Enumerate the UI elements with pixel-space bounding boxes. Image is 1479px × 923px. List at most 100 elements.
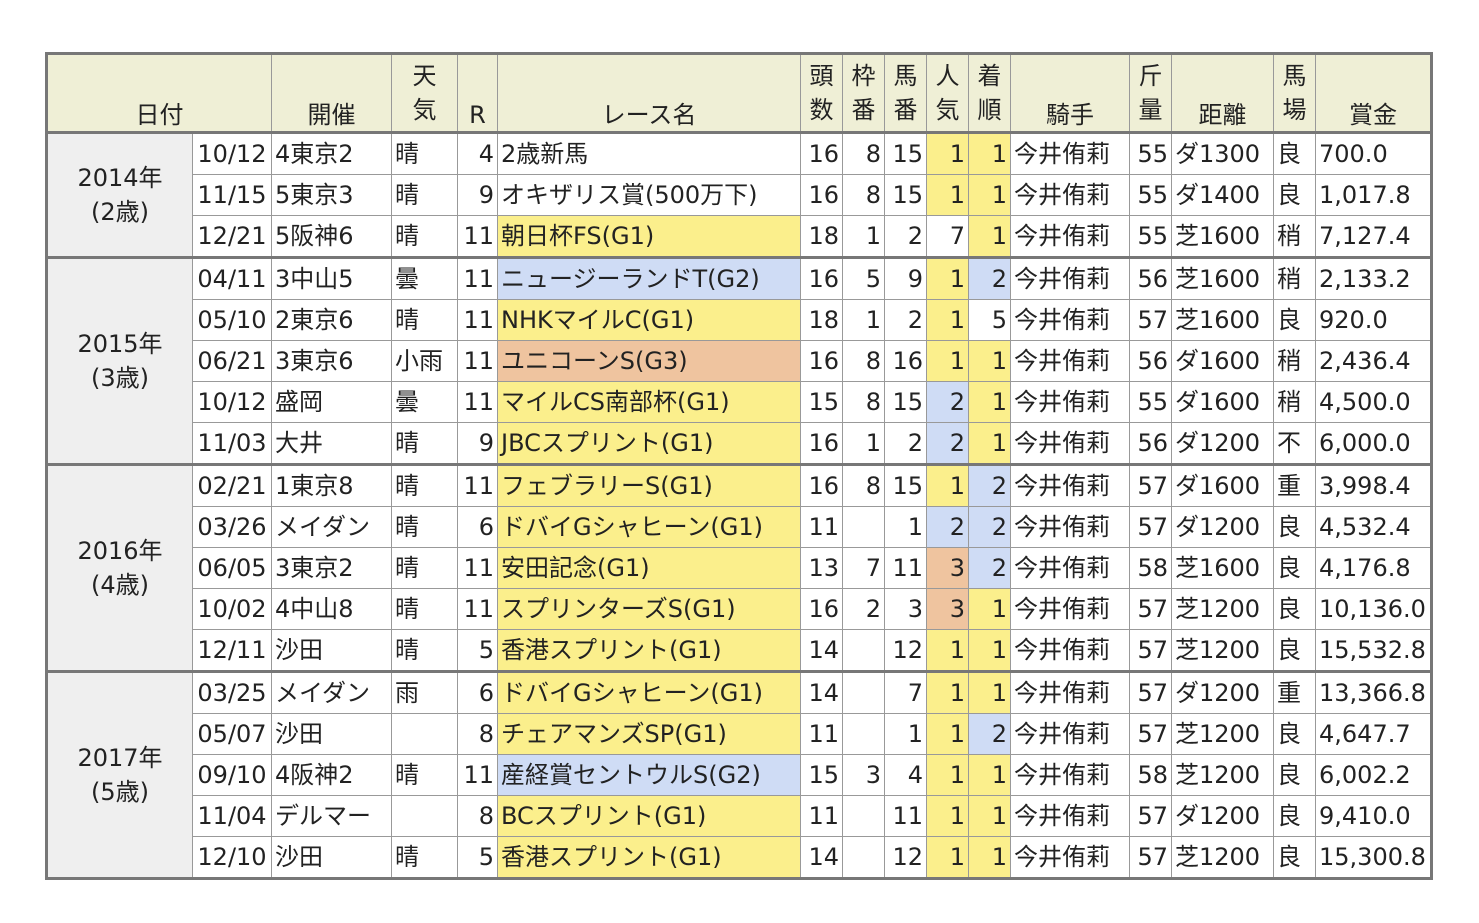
header-weight-label: 斤量	[1138, 62, 1163, 124]
race-row[interactable]: 12/11 沙田晴 5 香港スプリント(G1) 14 12 1 1 今井侑莉 57 芝1200 良 15…	[47, 629, 1432, 672]
prize-money: 3,998.4	[1315, 463, 1432, 507]
jockey-name: 今井侑莉	[1010, 547, 1130, 589]
popularity: 1	[926, 795, 969, 837]
header-weight[interactable]: 斤量	[1129, 53, 1172, 134]
popularity: 1	[926, 299, 969, 341]
finish-position: 2	[968, 506, 1011, 548]
field-size: 13	[800, 547, 843, 589]
race-venue: メイダン	[271, 506, 392, 548]
horse-number: 15	[884, 463, 927, 507]
popularity: 1	[926, 629, 969, 672]
field-size: 16	[800, 422, 843, 465]
prize-money: 15,300.8	[1315, 836, 1432, 879]
popularity: 1	[926, 340, 969, 382]
header-track[interactable]: 馬場	[1273, 53, 1316, 134]
carried-weight: 58	[1129, 754, 1172, 796]
popularity: 1	[926, 754, 969, 796]
carried-weight: 57	[1129, 463, 1172, 507]
race-row[interactable]: 2017年 (5歳) 03/25 メイダン雨 6 ドバイGシャヒーン(G1) 14 7 1 1 今井…	[46, 670, 1432, 879]
distance: 芝1200	[1171, 754, 1274, 796]
race-row[interactable]: 06/05 3東京2 晴 11 安田記念(G1) 13 7 11 3 2 今井侑莉 58 芝1600 良 4…	[47, 547, 1432, 589]
year-cell: 2014年 (2歳)	[46, 132, 193, 258]
race-row[interactable]: 05/10 2東京6 晴 11 NHKマイルC(G1) 18 1 2 1 5 今井侑莉 57 芝1600…	[47, 299, 1432, 341]
year-cell: 2016年 (4歳)	[46, 463, 193, 672]
race-date: 02/21	[192, 463, 272, 507]
header-weather-label: 天気	[412, 62, 437, 124]
jockey-name: 今井侑莉	[1010, 174, 1130, 216]
race-weather: 晴	[391, 754, 458, 796]
distance: ダ1200	[1171, 670, 1274, 714]
header-race-no[interactable]: R	[457, 53, 498, 134]
header-popularity-label: 人気	[935, 62, 960, 124]
header-field-size[interactable]: 頭数	[800, 53, 843, 134]
race-weather: 曇	[391, 381, 458, 423]
race-weather: 晴	[391, 174, 458, 216]
race-row[interactable]: 2014年 (2歳) 10/12 4東京2 晴 4 2歳新馬 16 8 15 1 1 今井侑莉 55 ダ13…	[46, 132, 1432, 258]
gate-number: 5	[842, 256, 885, 300]
distance: 芝1600	[1171, 256, 1274, 300]
header-weather[interactable]: 天気	[391, 53, 458, 134]
race-number: 11	[457, 588, 498, 630]
carried-weight: 56	[1129, 422, 1172, 465]
race-weather: 曇	[391, 256, 458, 300]
race-venue: 沙田	[271, 836, 392, 879]
header-finish[interactable]: 着順	[968, 53, 1011, 134]
race-row[interactable]: 09/10 4阪神2 晴 11 産経賞セントウルS(G2) 15 3 4 1 1 今井侑莉 58 芝12…	[47, 754, 1432, 796]
header-venue[interactable]: 開催	[271, 53, 392, 134]
race-row[interactable]: 10/12 盛岡曇 11 マイルCS南部杯(G1) 15 8 15 2 1 今井侑莉 55 ダ1600…	[47, 381, 1432, 423]
header-horse-no[interactable]: 馬番	[884, 53, 927, 134]
header-popularity[interactable]: 人気	[926, 53, 969, 134]
finish-position: 2	[968, 547, 1011, 589]
header-gate[interactable]: 枠番	[842, 53, 885, 134]
carried-weight: 55	[1129, 215, 1172, 258]
gate-number	[842, 670, 885, 714]
race-date: 10/02	[192, 588, 272, 630]
finish-position: 1	[968, 588, 1011, 630]
race-row[interactable]: 12/10 沙田晴 5 香港スプリント(G1) 14 12 1 1 今井侑莉 57 芝1200 良 15…	[47, 836, 1432, 879]
field-size: 16	[800, 256, 843, 300]
race-row[interactable]: 2016年 (4歳) 02/21 1東京8 晴 11 フェブラリーS(G1) 16 8 15 1 2 今…	[46, 463, 1432, 672]
race-row[interactable]: 11/15 5東京3 晴 9 オキザリス賞(500万下) 16 8 15 1 1 今井侑莉 55 ダ14…	[47, 174, 1432, 216]
header-distance[interactable]: 距離	[1171, 53, 1274, 134]
race-date: 12/10	[192, 836, 272, 879]
race-row[interactable]: 10/02 4中山8 晴 11 スプリンターズS(G1) 16 2 3 3 1 今井侑莉 57 芝120…	[47, 588, 1432, 630]
header-race-name[interactable]: レース名	[497, 53, 801, 134]
race-name: チェアマンズSP(G1)	[497, 713, 801, 755]
header-date[interactable]: 日付	[46, 53, 272, 134]
field-size: 11	[800, 713, 843, 755]
header-prize[interactable]: 賞金	[1315, 53, 1432, 134]
gate-number	[842, 713, 885, 755]
race-date: 12/11	[192, 629, 272, 672]
finish-position: 1	[968, 795, 1011, 837]
carried-weight: 57	[1129, 506, 1172, 548]
carried-weight: 58	[1129, 547, 1172, 589]
field-size: 15	[800, 381, 843, 423]
prize-money: 15,532.8	[1315, 629, 1432, 672]
race-row[interactable]: 03/26 メイダン晴 6 ドバイGシャヒーン(G1) 11 1 2 2 今井侑莉 57 ダ1200…	[47, 506, 1432, 548]
race-venue: 大井	[271, 422, 392, 465]
gate-number: 1	[842, 422, 885, 465]
race-number: 11	[457, 215, 498, 258]
horse-number: 12	[884, 629, 927, 672]
race-venue: メイダン	[271, 670, 392, 714]
race-row[interactable]: 05/07 沙田 8 チェアマンズSP(G1) 11 1 1 2 今井侑莉 57 芝1200 良 4,6…	[47, 713, 1432, 755]
finish-position: 1	[968, 836, 1011, 879]
race-results-table: 日付 開催 天気 R レース名 頭数 枠番 馬番 人気 着順 騎手 斤量 距離 …	[45, 52, 1433, 880]
popularity: 7	[926, 215, 969, 258]
finish-position: 2	[968, 713, 1011, 755]
race-name: 2歳新馬	[497, 132, 801, 175]
race-number: 4	[457, 132, 498, 175]
race-row[interactable]: 11/04 デルマー 8 BCスプリント(G1) 11 11 1 1 今井侑莉 57 ダ1200 良 9…	[47, 795, 1432, 837]
race-venue: 4中山8	[271, 588, 392, 630]
header-jockey[interactable]: 騎手	[1010, 53, 1130, 134]
race-weather: 晴	[391, 422, 458, 465]
race-date: 11/15	[192, 174, 272, 216]
race-row[interactable]: 06/21 3東京6 小雨 11 ユニコーンS(G3) 16 8 16 1 1 今井侑莉 56 ダ160…	[47, 340, 1432, 382]
jockey-name: 今井侑莉	[1010, 381, 1130, 423]
race-row[interactable]: 2015年 (3歳) 04/11 3中山5 曇 11 ニュージーランドT(G2) 16 5 9 1 2…	[46, 256, 1432, 465]
race-weather: 晴	[391, 132, 458, 175]
race-row[interactable]: 11/03 大井晴 9 JBCスプリント(G1) 16 1 2 2 1 今井侑莉 56 ダ1200 不 6…	[47, 422, 1432, 465]
race-row[interactable]: 12/21 5阪神6 晴 11 朝日杯FS(G1) 18 1 2 7 1 今井侑莉 55 芝1600 稍 7…	[47, 215, 1432, 258]
horse-number: 7	[884, 670, 927, 714]
finish-position: 1	[968, 670, 1011, 714]
